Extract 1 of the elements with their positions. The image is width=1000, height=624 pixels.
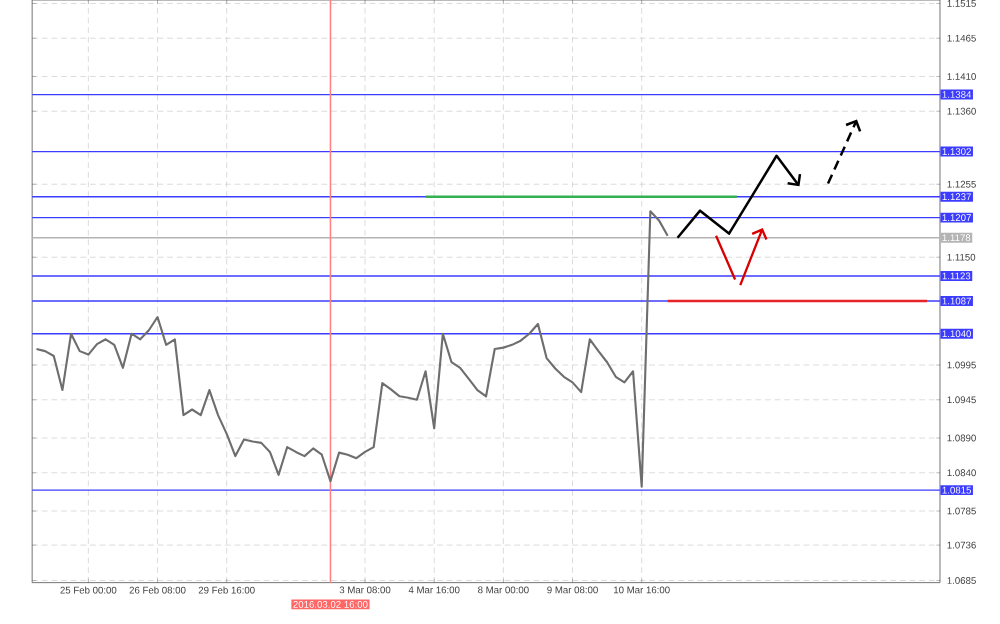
line-series [35,210,669,489]
